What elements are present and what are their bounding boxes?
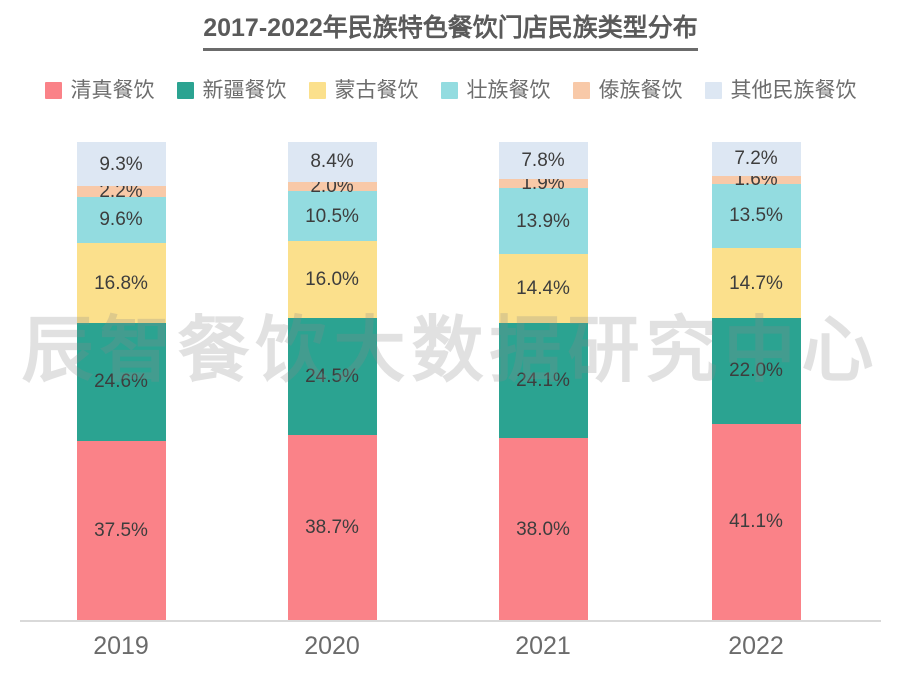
bar-segment-label: 2.0%: [310, 175, 354, 197]
bar-segment[interactable]: 22.0%: [711, 318, 801, 424]
bar-segment-label: 24.5%: [305, 365, 359, 387]
bar-segment[interactable]: 9.6%: [76, 197, 166, 243]
x-axis-tick-label: 2022: [728, 632, 784, 660]
bar-segment[interactable]: 1.6%: [711, 170, 801, 189]
legend-item-label: 傣族餐饮: [598, 79, 683, 102]
bar-stack[interactable]: 41.1% 22.0% 14.7% 13.5% 1.6% 7.2%: [711, 141, 801, 620]
bar-segment-label: 8.4%: [310, 151, 354, 173]
bar-segment[interactable]: 9.3%: [76, 142, 166, 187]
bar-segment-label: 9.6%: [99, 209, 143, 231]
legend-item[interactable]: 新疆餐饮: [176, 79, 287, 102]
bar-segment[interactable]: 24.6%: [76, 323, 166, 441]
bar-segment-label: 24.6%: [94, 371, 148, 393]
bar-segment[interactable]: 7.8%: [498, 141, 588, 179]
bar-segment[interactable]: 14.7%: [711, 248, 801, 319]
bar-segment[interactable]: 13.5%: [711, 183, 801, 249]
bar-segment-label: 22.0%: [729, 360, 783, 382]
bar-segment-label: 13.5%: [729, 205, 783, 227]
bar-stack[interactable]: 38.7% 24.5% 16.0% 10.5% 2.0% 8.4%: [287, 141, 377, 620]
bar-segment-label: 7.2%: [734, 148, 778, 170]
bar-segment[interactable]: 2.2%: [76, 182, 166, 201]
x-axis-line: [20, 620, 881, 622]
legend-item-label: 壮族餐饮: [466, 79, 551, 102]
bar-segment[interactable]: 10.5%: [287, 191, 377, 242]
bar-segment-label: 9.3%: [99, 153, 143, 175]
bar-segment[interactable]: 24.1%: [498, 323, 588, 439]
bar-segment-label: 41.1%: [729, 511, 783, 533]
legend-swatch-icon: [44, 82, 62, 99]
bar-segment[interactable]: 16.0%: [287, 241, 377, 318]
bar-segment[interactable]: 14.4%: [498, 254, 588, 324]
legend-swatch-icon: [308, 82, 326, 99]
bar-segment[interactable]: 38.0%: [498, 438, 588, 620]
legend-item-label: 新疆餐饮: [202, 79, 287, 102]
bar-segment-label: 37.5%: [94, 519, 148, 541]
legend-item-label: 其他民族餐饮: [730, 79, 857, 102]
bar-segment[interactable]: 41.1%: [711, 423, 801, 620]
legend-item[interactable]: 其他民族餐饮: [704, 79, 857, 102]
bar-segment-label: 16.0%: [305, 269, 359, 291]
bar-segment[interactable]: 37.5%: [76, 440, 166, 620]
legend-swatch-icon: [572, 82, 590, 99]
bar-segment-label: 16.8%: [94, 272, 148, 294]
bar-stack[interactable]: 38.0% 24.1% 14.4% 13.9% 1.9% 7.8%: [498, 141, 588, 620]
chart-title-text: 2017-2022年民族特色餐饮门店民族类型分布: [203, 8, 698, 51]
legend-item-label: 蒙古餐饮: [334, 79, 419, 102]
bar-segment[interactable]: 1.9%: [498, 174, 588, 193]
bar-segment-label: 14.7%: [729, 272, 783, 294]
legend-swatch-icon: [440, 82, 458, 99]
bar-segment[interactable]: 7.2%: [711, 141, 801, 176]
bar-segment[interactable]: 8.4%: [287, 141, 377, 182]
bar-segment[interactable]: 2.0%: [287, 177, 377, 196]
plot-area: 37.5% 24.6% 16.8% 9.6% 2.2% 9.3% 38.7% 24.5% 16.…: [0, 140, 901, 622]
legend-item-label: 清真餐饮: [70, 79, 155, 102]
bar-segment[interactable]: 24.5%: [287, 317, 377, 436]
legend-item[interactable]: 蒙古餐饮: [308, 79, 419, 102]
chart-legend: 清真餐饮 新疆餐饮 蒙古餐饮 壮族餐饮 傣族餐饮 其他民族餐饮: [0, 80, 901, 101]
bar-segment-label: 7.8%: [521, 149, 565, 171]
x-axis-labels: 2019 2020 2021 2022: [0, 632, 901, 672]
bar-segment[interactable]: 38.7%: [287, 435, 377, 620]
bar-segment-label: 10.5%: [305, 205, 359, 227]
x-axis-tick-label: 2020: [304, 632, 360, 660]
bar-segment-label: 38.0%: [516, 518, 570, 540]
legend-item[interactable]: 傣族餐饮: [572, 79, 683, 102]
bar-segment-label: 38.7%: [305, 517, 359, 538]
bars-layer: 37.5% 24.6% 16.8% 9.6% 2.2% 9.3% 38.7% 24.5% 16.…: [0, 140, 901, 622]
x-axis-tick-label: 2021: [515, 632, 571, 660]
bar-stack[interactable]: 37.5% 24.6% 16.8% 9.6% 2.2% 9.3%: [76, 142, 166, 620]
legend-item[interactable]: 清真餐饮: [44, 79, 155, 102]
bar-segment[interactable]: 16.8%: [76, 242, 166, 324]
bar-segment[interactable]: 13.9%: [498, 187, 588, 255]
bar-segment-label: 13.9%: [516, 210, 570, 232]
bar-segment-label: 24.1%: [516, 370, 570, 392]
chart-title: 2017-2022年民族特色餐饮门店民族类型分布: [0, 8, 901, 51]
legend-swatch-icon: [704, 82, 722, 99]
bar-segment-label: 2.2%: [99, 181, 143, 203]
legend-swatch-icon: [176, 82, 194, 99]
x-axis-tick-label: 2019: [93, 632, 149, 660]
legend-item[interactable]: 壮族餐饮: [440, 79, 551, 102]
bar-segment-label: 14.4%: [516, 278, 570, 300]
